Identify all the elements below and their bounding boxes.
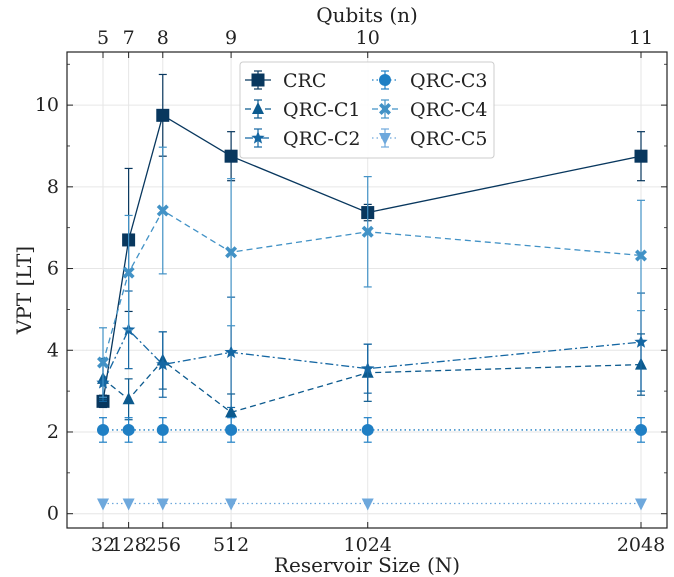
marker-square xyxy=(635,150,647,162)
x-tick-label: 256 xyxy=(145,534,181,556)
x-tick-label: 512 xyxy=(213,534,249,556)
y-tick-label: 0 xyxy=(47,503,59,525)
legend-label: CRC xyxy=(283,70,326,92)
marker-square xyxy=(225,150,237,162)
y-tick-label: 10 xyxy=(35,94,59,116)
legend-label: QRC-C2 xyxy=(283,128,360,150)
legend-label: QRC-C1 xyxy=(283,99,360,121)
marker-circle xyxy=(362,424,374,436)
x2-axis-title: Qubits (n) xyxy=(316,3,418,27)
legend-label: QRC-C4 xyxy=(410,99,487,121)
y-tick-label: 6 xyxy=(47,258,59,280)
x-axis-title: Reservoir Size (N) xyxy=(274,553,460,577)
x-tick-label: 2048 xyxy=(617,534,665,556)
x-tick-label: 128 xyxy=(110,534,146,556)
marker-circle xyxy=(379,74,391,86)
x2-tick-label: 8 xyxy=(157,27,169,49)
x2-tick-label: 11 xyxy=(629,27,653,49)
marker-square xyxy=(157,109,169,121)
marker-circle xyxy=(635,424,647,436)
y-tick-label: 2 xyxy=(47,421,59,443)
marker-circle xyxy=(97,424,109,436)
x2-tick-label: 7 xyxy=(123,27,135,49)
x2-tick-label: 10 xyxy=(356,27,380,49)
marker-square xyxy=(252,74,264,86)
marker-circle xyxy=(123,424,135,436)
marker-circle xyxy=(225,424,237,436)
marker-circle xyxy=(157,424,169,436)
legend-label: QRC-C5 xyxy=(410,128,487,150)
legend-label: QRC-C3 xyxy=(410,70,487,92)
y-tick-label: 8 xyxy=(47,176,59,198)
y-tick-label: 4 xyxy=(47,339,59,361)
x2-tick-label: 9 xyxy=(225,27,237,49)
y-axis-title: VPT [LT] xyxy=(12,246,36,335)
x2-tick-label: 5 xyxy=(97,27,109,49)
legend: CRC QRC-C1 QRC-C2 QRC-C3 QRC-C4 QRC-C5 xyxy=(240,62,494,158)
